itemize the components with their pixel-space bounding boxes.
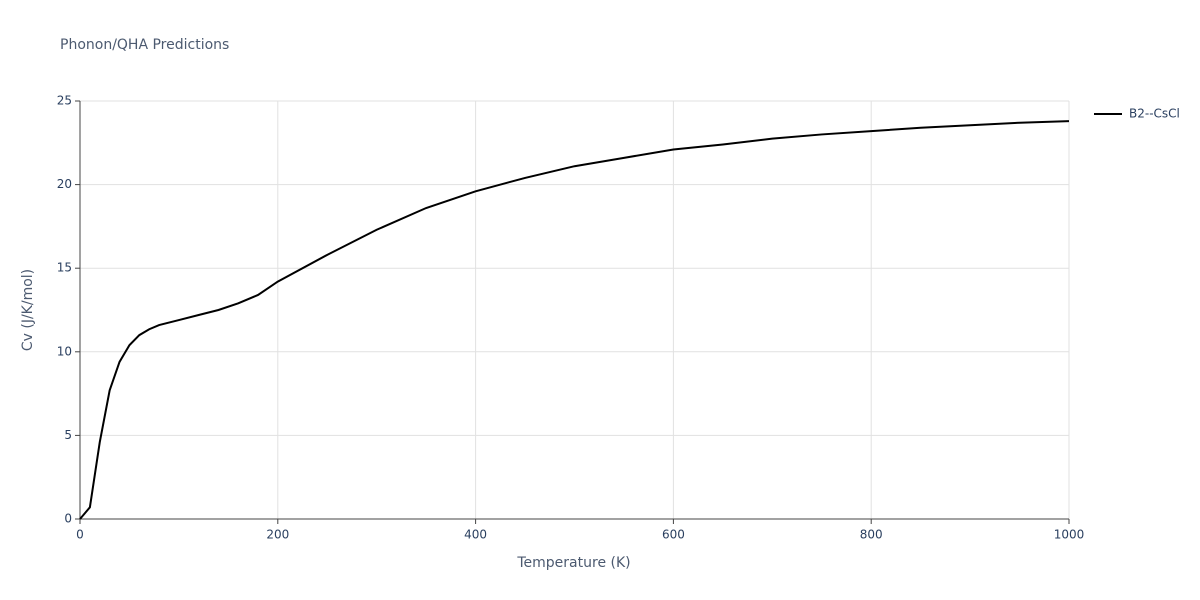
- y-tick-label: 15: [57, 261, 72, 275]
- x-tick-label: 1000: [1054, 528, 1085, 542]
- y-tick-label: 5: [64, 428, 72, 442]
- y-tick-label: 0: [64, 512, 72, 526]
- x-tick-label: 600: [662, 528, 685, 542]
- x-tick-label: 800: [860, 528, 883, 542]
- chart-title: Phonon/QHA Predictions: [60, 37, 229, 53]
- legend-label: B2--CsCl: [1129, 107, 1180, 121]
- x-tick-label: 400: [464, 528, 487, 542]
- y-axis-title: Cv (J/K/mol): [20, 269, 36, 351]
- data-line: [79, 120, 1070, 520]
- x-axis-title: Temperature (K): [516, 555, 630, 571]
- y-tick-label: 25: [57, 94, 72, 108]
- y-tick-label: 10: [57, 344, 72, 358]
- x-tick-label: 200: [266, 528, 289, 542]
- y-tick-label: 20: [57, 177, 72, 191]
- x-tick-label: 0: [76, 528, 84, 542]
